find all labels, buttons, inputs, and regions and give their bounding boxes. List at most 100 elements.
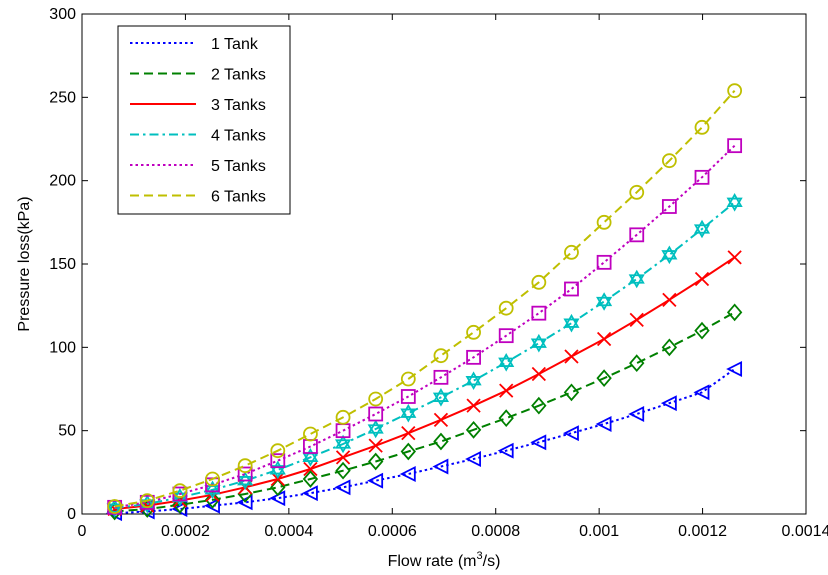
data-point: [400, 389, 416, 404]
data-point: [563, 383, 580, 402]
legend-box: [117, 25, 291, 215]
hexagram-part: [726, 193, 743, 207]
data-point: [303, 426, 318, 442]
data-point: [400, 442, 417, 461]
data-point: [531, 396, 547, 415]
x-tick-label: 0.0004: [264, 523, 313, 540]
data-point: [661, 153, 677, 169]
x-tick-label: 0.0008: [471, 523, 520, 540]
hexagram-part: [693, 219, 711, 234]
data-point: [596, 331, 612, 347]
data-point: [498, 409, 514, 428]
x-tick-label: 0.0002: [161, 523, 210, 540]
hexagram-part: [726, 197, 743, 212]
data-point: [661, 199, 677, 214]
data-point: [139, 493, 155, 509]
data-point: [693, 219, 711, 239]
data-point: [497, 442, 514, 459]
data-point: [204, 497, 220, 514]
legend-label: 4 Tanks: [211, 128, 266, 145]
data-point: [596, 292, 613, 311]
x-axis-label-superscript: 3: [477, 550, 483, 562]
hexagram-part: [563, 313, 580, 328]
data-point: [401, 426, 416, 441]
x-tick-label: 0.0006: [368, 523, 417, 540]
data-point: [595, 416, 612, 432]
x-tick-label: 0.001: [579, 523, 619, 540]
data-point: [596, 369, 612, 388]
hexagram-part: [335, 439, 352, 454]
series-1: [106, 361, 743, 522]
data-point: [303, 461, 318, 477]
data-point: [433, 348, 449, 364]
data-point: [531, 366, 546, 382]
data-point: [662, 292, 677, 307]
hexagram-part: [498, 357, 515, 372]
data-point: [368, 391, 384, 407]
data-point: [726, 193, 743, 212]
data-point: [399, 466, 416, 482]
hexagram-part: [237, 476, 254, 490]
data-point: [694, 169, 710, 185]
data-point: [466, 398, 481, 413]
data-point: [301, 485, 318, 502]
data-point: [465, 371, 482, 390]
data-point: [465, 420, 482, 439]
data-point: [661, 338, 678, 357]
data-point: [367, 419, 384, 439]
hexagram-part: [335, 434, 352, 449]
data-point: [498, 328, 514, 344]
data-point: [205, 471, 220, 487]
data-point: [302, 470, 319, 488]
hexagram-part: [661, 245, 678, 260]
data-point: [694, 271, 710, 287]
y-tick-label: 200: [49, 173, 76, 190]
data-point: [694, 321, 710, 340]
hexagram-part: [498, 353, 515, 367]
y-tick-label: 250: [49, 89, 76, 106]
legend-label: 2 Tanks: [211, 67, 266, 84]
data-point: [204, 490, 221, 509]
data-point: [400, 371, 416, 387]
hexagram-part: [432, 388, 449, 402]
hexagram-part: [400, 403, 417, 418]
hexagram-part: [628, 274, 645, 289]
data-point: [596, 214, 612, 230]
data-point: [530, 434, 547, 451]
data-point: [433, 432, 449, 451]
data-point: [661, 245, 678, 265]
data-point: [629, 227, 645, 243]
data-point: [596, 254, 612, 270]
data-point: [334, 479, 351, 496]
y-axis-label: Pressure loss(kPa): [16, 196, 33, 331]
hexagram-part: [400, 408, 417, 423]
y-tick-label: 100: [49, 339, 76, 356]
data-point: [237, 471, 254, 490]
legend-label: 6 Tanks: [211, 189, 266, 206]
data-point: [727, 250, 742, 265]
hexagram-part: [530, 333, 547, 348]
data-point: [270, 478, 286, 497]
data-point: [629, 184, 645, 200]
data-point: [726, 361, 743, 377]
hexagram-part: [302, 448, 319, 462]
data-point: [498, 353, 515, 372]
data-point: [335, 450, 351, 465]
hexagram-part: [269, 465, 286, 480]
data-point: [498, 300, 514, 316]
data-point: [466, 349, 481, 365]
data-point: [499, 383, 514, 398]
y-tick-label: 50: [58, 423, 76, 440]
data-point: [335, 434, 352, 454]
data-point: [564, 281, 579, 297]
y-tick-label: 0: [67, 506, 76, 523]
hexagram-part: [530, 338, 547, 353]
data-point: [531, 274, 547, 290]
data-point: [367, 452, 384, 471]
hexagram-part: [465, 376, 482, 390]
data-point: [563, 313, 580, 333]
hexagram-part: [661, 250, 678, 265]
hexagram-part: [596, 292, 613, 307]
data-point: [530, 333, 547, 353]
